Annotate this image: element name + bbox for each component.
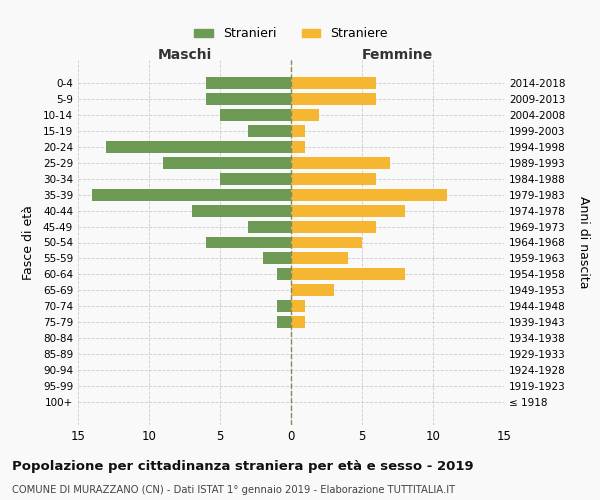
- Bar: [206, 76, 291, 88]
- Bar: [291, 300, 305, 312]
- Bar: [291, 316, 305, 328]
- Bar: [291, 172, 376, 184]
- Bar: [291, 252, 348, 264]
- Bar: [277, 316, 291, 328]
- Bar: [206, 236, 291, 248]
- Bar: [277, 300, 291, 312]
- Bar: [220, 172, 291, 184]
- Text: Popolazione per cittadinanza straniera per età e sesso - 2019: Popolazione per cittadinanza straniera p…: [12, 460, 473, 473]
- Legend: Stranieri, Straniere: Stranieri, Straniere: [189, 22, 393, 46]
- Bar: [291, 188, 447, 200]
- Bar: [92, 188, 291, 200]
- Y-axis label: Fasce di età: Fasce di età: [22, 205, 35, 280]
- Bar: [220, 108, 291, 120]
- Bar: [291, 284, 334, 296]
- Bar: [291, 268, 404, 280]
- Bar: [163, 156, 291, 168]
- Bar: [291, 124, 305, 136]
- Bar: [248, 220, 291, 232]
- Bar: [191, 204, 291, 216]
- Bar: [206, 92, 291, 104]
- Bar: [291, 92, 376, 104]
- Bar: [291, 236, 362, 248]
- Bar: [248, 124, 291, 136]
- Bar: [291, 108, 319, 120]
- Bar: [291, 204, 404, 216]
- Bar: [277, 268, 291, 280]
- Bar: [106, 140, 291, 152]
- Text: COMUNE DI MURAZZANO (CN) - Dati ISTAT 1° gennaio 2019 - Elaborazione TUTTITALIA.: COMUNE DI MURAZZANO (CN) - Dati ISTAT 1°…: [12, 485, 455, 495]
- Bar: [291, 220, 376, 232]
- Bar: [291, 140, 305, 152]
- Y-axis label: Anni di nascita: Anni di nascita: [577, 196, 590, 289]
- Bar: [291, 156, 391, 168]
- Text: Maschi: Maschi: [157, 48, 212, 62]
- Bar: [291, 76, 376, 88]
- Bar: [263, 252, 291, 264]
- Text: Femmine: Femmine: [362, 48, 433, 62]
